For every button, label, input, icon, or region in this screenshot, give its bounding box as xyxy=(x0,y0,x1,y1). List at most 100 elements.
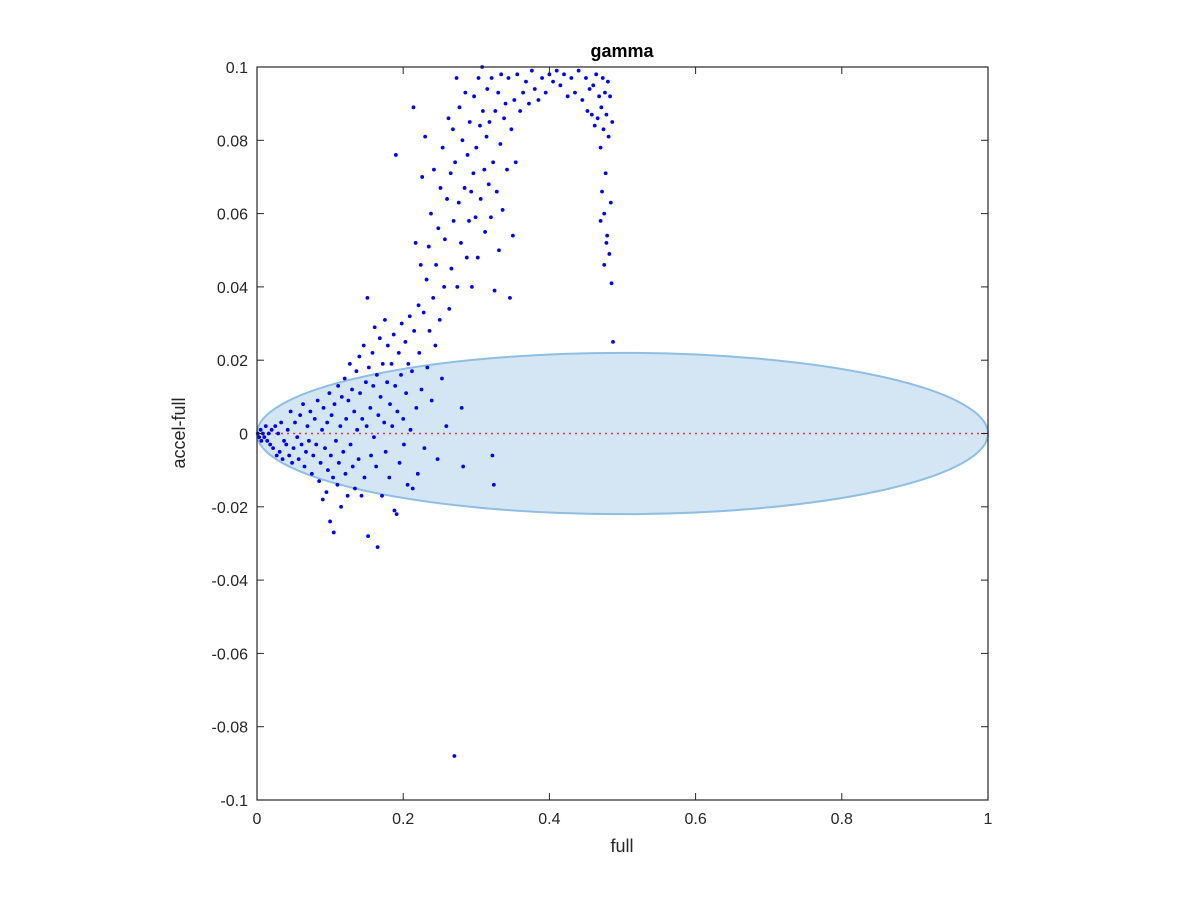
data-point xyxy=(416,303,421,308)
data-point xyxy=(489,76,494,80)
data-point xyxy=(457,105,462,110)
data-point xyxy=(467,120,472,124)
data-point xyxy=(305,424,310,429)
data-point xyxy=(339,394,344,399)
data-point xyxy=(366,365,371,370)
data-point xyxy=(589,112,594,117)
data-point xyxy=(469,189,474,194)
data-point xyxy=(600,76,605,80)
data-point xyxy=(554,68,559,73)
y-tick-label: -0.02 xyxy=(212,500,249,517)
data-point xyxy=(529,68,534,73)
data-point xyxy=(328,519,332,524)
data-point xyxy=(606,134,611,139)
data-point xyxy=(321,405,326,410)
data-point xyxy=(453,160,458,165)
data-point xyxy=(308,409,313,414)
data-point xyxy=(362,475,367,480)
data-point xyxy=(527,101,531,106)
data-point xyxy=(449,266,454,271)
data-point xyxy=(345,493,350,498)
data-point xyxy=(448,171,453,176)
data-point xyxy=(323,446,327,451)
data-point xyxy=(429,211,433,216)
data-point xyxy=(293,420,297,425)
data-point xyxy=(485,87,490,91)
data-point xyxy=(427,328,432,333)
data-point xyxy=(470,285,474,289)
data-point xyxy=(436,226,441,231)
data-point xyxy=(498,142,503,146)
data-point xyxy=(543,90,548,95)
data-point xyxy=(352,409,357,414)
data-point xyxy=(447,306,452,311)
data-point xyxy=(355,427,360,432)
data-point xyxy=(268,442,273,447)
data-point xyxy=(587,87,592,91)
data-point xyxy=(496,90,501,95)
data-point xyxy=(558,83,563,88)
data-point xyxy=(603,171,608,176)
data-point xyxy=(265,438,270,443)
data-point xyxy=(429,398,434,403)
data-point xyxy=(408,427,413,432)
data-point xyxy=(460,138,465,143)
x-axis-label: full xyxy=(610,836,633,856)
data-point xyxy=(327,391,332,396)
data-point xyxy=(399,321,404,326)
data-point xyxy=(499,72,504,77)
data-point xyxy=(602,263,607,267)
data-point xyxy=(467,219,471,223)
data-point xyxy=(271,446,275,451)
data-point xyxy=(287,453,292,458)
data-point xyxy=(472,94,477,99)
data-point xyxy=(387,475,392,480)
data-point xyxy=(476,76,481,80)
data-point xyxy=(599,105,604,110)
data-point xyxy=(415,471,420,476)
data-point xyxy=(353,486,357,491)
data-point xyxy=(339,504,343,509)
data-point xyxy=(341,449,346,454)
y-tick-label: -0.08 xyxy=(212,720,249,737)
data-point xyxy=(377,336,382,341)
data-point xyxy=(274,453,279,458)
data-point xyxy=(601,127,606,132)
data-point xyxy=(320,497,325,502)
data-point xyxy=(486,182,491,187)
data-point xyxy=(262,435,267,440)
data-point xyxy=(269,427,274,432)
data-point xyxy=(444,424,449,429)
data-point xyxy=(394,512,399,517)
data-point xyxy=(425,365,430,370)
data-point xyxy=(454,76,459,80)
data-point xyxy=(475,255,480,260)
data-point xyxy=(350,464,355,469)
y-tick-label: 0 xyxy=(239,427,248,444)
data-point xyxy=(404,391,409,396)
data-point xyxy=(605,79,610,84)
data-point xyxy=(288,409,293,414)
data-point xyxy=(393,383,398,388)
data-point xyxy=(390,424,395,429)
data-point xyxy=(374,464,379,469)
data-point xyxy=(326,468,330,473)
data-point xyxy=(440,376,444,381)
data-point xyxy=(431,295,436,300)
data-point xyxy=(547,72,552,77)
data-point xyxy=(569,76,574,80)
data-point xyxy=(521,90,525,95)
data-point xyxy=(391,332,396,337)
data-point xyxy=(490,453,495,458)
data-point xyxy=(452,754,457,758)
data-point xyxy=(503,101,508,106)
data-point xyxy=(473,215,478,220)
data-point xyxy=(361,343,366,348)
data-point xyxy=(331,475,335,480)
data-point xyxy=(334,438,338,443)
data-point xyxy=(331,530,336,535)
data-point xyxy=(309,471,314,476)
data-point xyxy=(417,350,422,355)
data-point xyxy=(584,76,588,80)
data-point xyxy=(410,369,414,374)
